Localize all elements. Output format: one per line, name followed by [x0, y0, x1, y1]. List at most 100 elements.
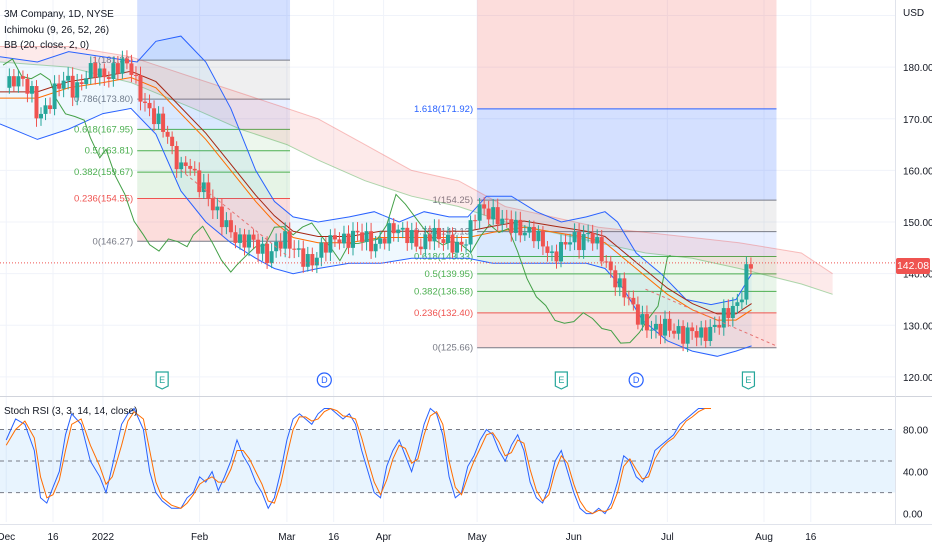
bollinger-fill	[0, 36, 752, 357]
candle-body	[301, 248, 306, 267]
candle-body	[79, 82, 84, 85]
candle-body	[48, 105, 53, 110]
candle-body	[147, 102, 152, 109]
candle-body	[739, 299, 744, 303]
candle-body	[644, 314, 649, 331]
candle-body	[57, 83, 62, 89]
candle-body	[441, 239, 446, 243]
candle-body	[436, 227, 441, 240]
price-tick-label: 180.00	[903, 63, 932, 74]
candle-body	[676, 326, 681, 334]
stoch-d-line	[5, 407, 711, 515]
candle-body	[29, 86, 34, 94]
fib-left-level-label: 0.618(167.95)	[74, 124, 133, 135]
candle-body	[595, 237, 600, 244]
time-tick-label: Mar	[278, 532, 296, 543]
candle-body	[242, 234, 247, 248]
candle-body	[292, 248, 297, 250]
candle-body	[513, 219, 518, 233]
candle-body	[170, 136, 175, 147]
currency-label: USD	[903, 8, 925, 19]
candle-body	[70, 75, 75, 98]
candle-body	[102, 68, 107, 78]
time-tick-label: Aug	[755, 532, 773, 543]
price-tick-label: 170.00	[903, 115, 932, 126]
stoch-tick-label: 80.00	[903, 426, 928, 437]
fib-right-level-label: 1(154.25)	[432, 195, 473, 206]
candle-body	[608, 261, 613, 271]
candle-body	[748, 264, 753, 269]
candle-body	[265, 243, 270, 264]
candle-body	[20, 76, 25, 79]
candle-body	[228, 220, 233, 233]
candle-body	[527, 226, 532, 233]
candle-body	[617, 278, 622, 288]
candle-body	[287, 231, 292, 249]
fib-left-level-label: 0.786(173.80)	[74, 94, 133, 105]
bollinger-basis	[0, 76, 752, 321]
ichimoku-cloud	[0, 46, 833, 295]
candle-body	[631, 297, 636, 305]
earnings-marker-icon	[155, 371, 169, 390]
candle-body	[685, 327, 690, 344]
candle-body	[491, 207, 496, 220]
candle-body	[545, 246, 550, 253]
candle-body	[681, 326, 686, 344]
candle-body	[423, 234, 428, 250]
candle-body	[369, 231, 374, 252]
stoch-rsi-legend: Stoch RSI (3, 3, 14, 14, close)	[4, 406, 138, 417]
stoch-tick-label: 0.00	[903, 510, 923, 521]
candle-body	[165, 131, 170, 137]
candle-body	[7, 76, 12, 88]
dividend-marker-icon	[316, 372, 332, 388]
candle-body	[260, 243, 265, 254]
candle-body	[192, 168, 197, 171]
candle-body	[93, 63, 98, 78]
time-tick-label: 16	[328, 532, 340, 543]
fib-right-level-label: 0(125.66)	[432, 343, 473, 354]
candle-body	[477, 204, 482, 221]
candle-body	[450, 234, 455, 253]
last-price-tag: 142.08	[896, 258, 930, 274]
candle-body	[206, 182, 211, 199]
candle-body	[468, 220, 473, 245]
candle-body	[278, 241, 283, 249]
dividend-marker-icon	[628, 372, 644, 388]
candle-body	[237, 234, 242, 243]
candle-body	[721, 308, 726, 328]
candle-body	[577, 231, 582, 251]
candle-body	[215, 206, 220, 211]
fib-right-band	[477, 273, 777, 292]
candle-body	[455, 241, 460, 253]
candle-body	[699, 327, 704, 338]
price-tick-label: 160.00	[903, 166, 932, 177]
candle-body	[210, 198, 215, 211]
time-tick-label: Feb	[191, 532, 209, 543]
time-tick-label: Apr	[376, 532, 392, 543]
candle-body	[667, 318, 672, 331]
fib-right-band	[477, 231, 777, 257]
candle-body	[563, 242, 568, 245]
candle-body	[540, 230, 545, 247]
candle-body	[360, 232, 365, 242]
candle-body	[256, 239, 261, 254]
candle-body	[133, 74, 138, 76]
candle-body	[581, 234, 586, 251]
candle-body	[152, 108, 157, 125]
candle-body	[590, 233, 595, 244]
fib-left-level-label: 0.236(154.55)	[74, 194, 133, 205]
candle-body	[314, 257, 319, 266]
candle-body	[351, 230, 356, 248]
candle-body	[445, 234, 450, 243]
candle-body	[635, 304, 640, 325]
candle-body	[554, 251, 559, 262]
candle-body	[319, 242, 324, 258]
fib-left-band	[137, 60, 291, 100]
candle-body	[224, 220, 229, 228]
candles	[7, 50, 753, 353]
candle-body	[283, 231, 288, 249]
candle-body	[373, 243, 378, 252]
time-tick-label: Jul	[661, 532, 674, 543]
candle-body	[25, 78, 30, 94]
